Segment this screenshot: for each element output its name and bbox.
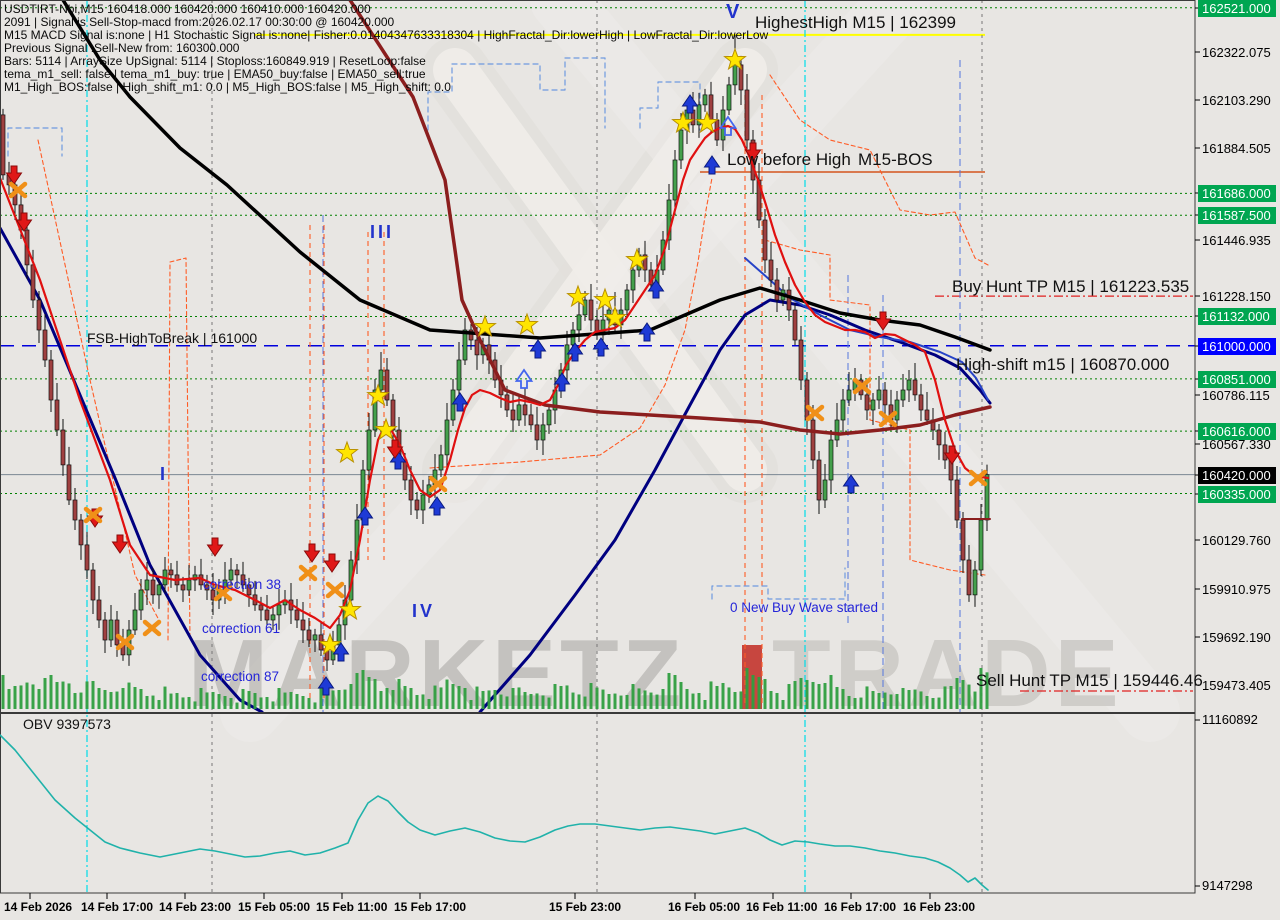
svg-text:16 Feb 05:00: 16 Feb 05:00 [668,900,740,914]
svg-text:159910.975: 159910.975 [1202,582,1271,597]
svg-text:16 Feb 17:00: 16 Feb 17:00 [824,900,896,914]
svg-text:162521.000: 162521.000 [1202,1,1271,16]
svg-text:160420.000: 160420.000 [1202,468,1271,483]
svg-text:161587.500: 161587.500 [1202,208,1271,223]
svg-text:162103.290: 162103.290 [1202,93,1271,108]
svg-text:15 Feb 05:00: 15 Feb 05:00 [238,900,310,914]
svg-text:162322.075: 162322.075 [1202,45,1271,60]
svg-text:TRADE: TRADE [772,620,1123,727]
svg-text:161132.000: 161132.000 [1202,309,1270,324]
svg-text:160786.115: 160786.115 [1202,388,1270,403]
svg-text:15 Feb 23:00: 15 Feb 23:00 [549,900,621,914]
svg-text:160129.760: 160129.760 [1202,533,1271,548]
svg-text:11160892: 11160892 [1202,712,1258,727]
svg-text:159473.405: 159473.405 [1202,678,1271,693]
svg-text:160616.000: 160616.000 [1202,424,1271,439]
svg-text:14 Feb 2026: 14 Feb 2026 [4,900,72,914]
svg-text:161228.150: 161228.150 [1202,289,1271,304]
svg-text:161000.000: 161000.000 [1202,339,1271,354]
price-axis[interactable] [1196,0,1280,893]
svg-text:159692.190: 159692.190 [1202,630,1271,645]
svg-text:160567.330: 160567.330 [1202,437,1271,452]
svg-text:MARKETZ: MARKETZ [188,620,685,727]
svg-text:161884.505: 161884.505 [1202,141,1271,156]
svg-text:161686.000: 161686.000 [1202,186,1271,201]
time-axis[interactable] [0,895,1195,920]
svg-text:160851.000: 160851.000 [1202,372,1271,387]
svg-text:14 Feb 17:00: 14 Feb 17:00 [81,900,153,914]
svg-text:16 Feb 23:00: 16 Feb 23:00 [903,900,975,914]
svg-text:161446.935: 161446.935 [1202,233,1271,248]
svg-text:15 Feb 11:00: 15 Feb 11:00 [316,900,388,914]
svg-text:14 Feb 23:00: 14 Feb 23:00 [159,900,231,914]
svg-text:15 Feb 17:00: 15 Feb 17:00 [394,900,466,914]
svg-text:160335.000: 160335.000 [1202,487,1271,502]
svg-text:9147298: 9147298 [1202,878,1253,893]
svg-text:16 Feb 11:00: 16 Feb 11:00 [746,900,818,914]
